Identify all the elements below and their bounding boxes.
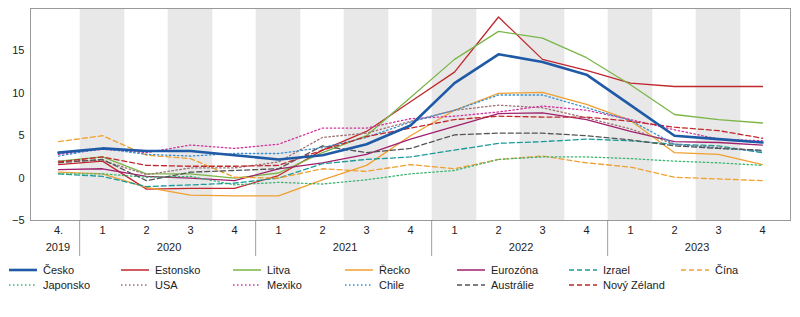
html-text:Japonsko: Japonsko: [43, 279, 91, 291]
svg-text:4: 4: [407, 224, 413, 236]
svg-text:15: 15: [12, 44, 24, 56]
html-text:Estonsko: Estonsko: [155, 264, 201, 276]
svg-text:1: 1: [275, 224, 281, 236]
svg-text:3: 3: [539, 224, 545, 236]
html-text:Mexiko: Mexiko: [267, 279, 302, 291]
html-text:Nový Zéland: Nový Zéland: [603, 279, 665, 291]
svg-text:3: 3: [363, 224, 369, 236]
svg-text:−5: −5: [12, 214, 25, 226]
svg-text:2: 2: [319, 224, 325, 236]
svg-text:2022: 2022: [509, 241, 533, 253]
html-text:Litva: Litva: [267, 264, 291, 276]
svg-text:1: 1: [627, 224, 633, 236]
svg-text:2020: 2020: [157, 241, 181, 253]
svg-text:2: 2: [671, 224, 677, 236]
html-text:USA: USA: [155, 279, 178, 291]
html-text:Izrael: Izrael: [603, 264, 630, 276]
svg-text:2: 2: [143, 224, 149, 236]
svg-text:2021: 2021: [333, 241, 357, 253]
svg-text:3: 3: [187, 224, 193, 236]
svg-text:4.: 4.: [54, 224, 63, 236]
html-text:Česko: Česko: [43, 264, 75, 276]
html-text:Eurozóna: Eurozóna: [491, 264, 539, 276]
svg-text:1: 1: [451, 224, 457, 236]
html-text:Čína: Čína: [715, 264, 739, 276]
svg-text:4: 4: [759, 224, 765, 236]
svg-text:4: 4: [583, 224, 589, 236]
svg-text:3: 3: [715, 224, 721, 236]
svg-text:10: 10: [12, 87, 24, 99]
svg-text:4: 4: [231, 224, 237, 236]
html-text:Chile: Chile: [379, 279, 405, 291]
svg-text:2: 2: [495, 224, 501, 236]
html-text:Řecko: Řecko: [379, 264, 411, 276]
svg-text:1: 1: [99, 224, 105, 236]
svg-text:2019: 2019: [46, 241, 70, 253]
svg-text:5: 5: [18, 129, 24, 141]
html-text:Austrálie: Austrálie: [491, 279, 534, 291]
svg-text:2023: 2023: [685, 241, 709, 253]
svg-text:0: 0: [18, 172, 24, 184]
